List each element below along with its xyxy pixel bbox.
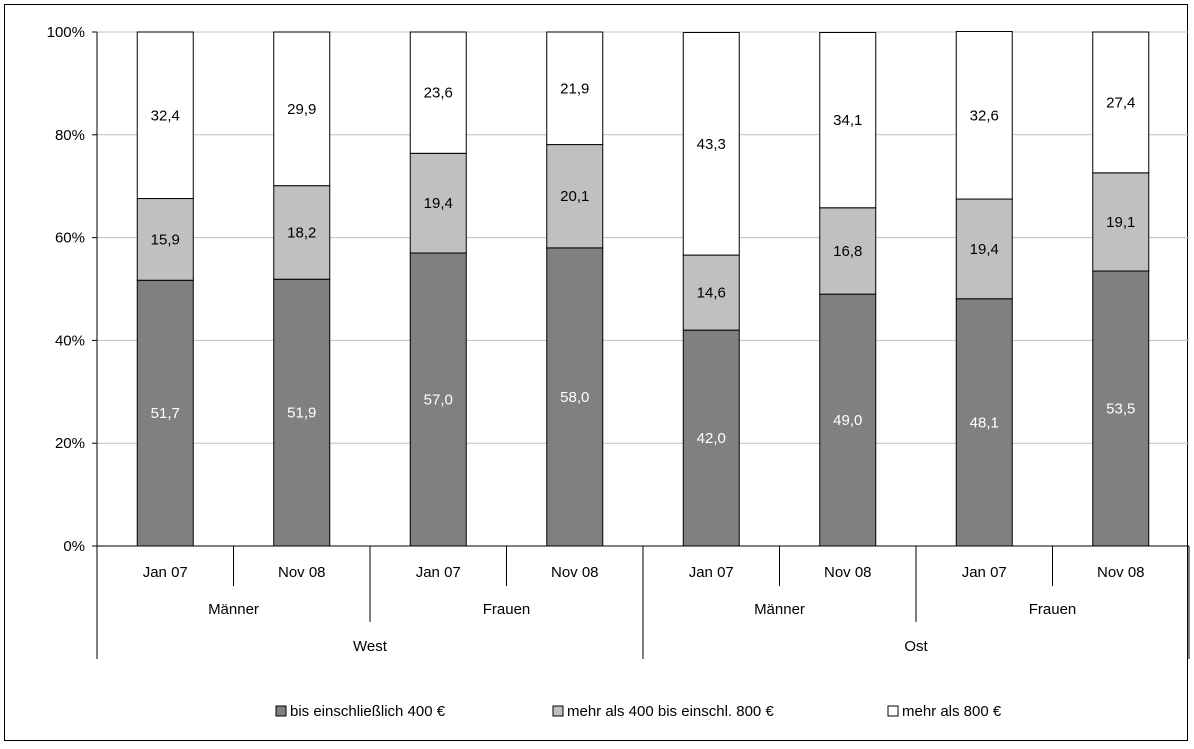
bar-segment: [955, 298, 1013, 547]
legend-swatch: [887, 705, 899, 717]
data-label: 51,7: [151, 405, 180, 422]
data-label: 16,8: [833, 243, 862, 260]
y-tick-label: 80%: [55, 127, 85, 144]
data-label: 19,4: [970, 241, 999, 258]
data-label: 27,4: [1106, 94, 1135, 111]
x-group-label: Männer: [208, 601, 259, 618]
bar-segment: [1092, 270, 1150, 547]
x-tick-label: Jan 07: [143, 564, 188, 581]
bar-segment: [955, 198, 1013, 300]
y-tick-label: 40%: [55, 332, 85, 349]
x-group-label: Frauen: [483, 601, 531, 618]
legend-label: bis einschließlich 400 €: [290, 703, 446, 720]
data-label: 20,1: [560, 188, 589, 205]
data-label: 53,5: [1106, 401, 1135, 418]
data-label: 29,9: [287, 101, 316, 118]
data-label: 51,9: [287, 405, 316, 422]
data-label: 21,9: [560, 80, 589, 97]
x-tick-label: Jan 07: [689, 564, 734, 581]
y-tick-label: 60%: [55, 230, 85, 247]
x-tick-label: Nov 08: [824, 564, 872, 581]
bar-segment: [136, 279, 194, 547]
data-label: 43,3: [697, 136, 726, 153]
data-label: 18,2: [287, 224, 316, 241]
bar-segment: [136, 31, 194, 200]
x-region-label: West: [353, 638, 388, 655]
bar-segment: [546, 144, 604, 249]
data-label: 23,6: [424, 85, 453, 102]
data-label: 48,1: [970, 414, 999, 431]
bar-segment: [819, 207, 877, 295]
bar-segment: [409, 31, 467, 154]
data-label: 19,1: [1106, 214, 1135, 231]
data-label: 15,9: [151, 231, 180, 248]
data-label: 58,0: [560, 389, 589, 406]
y-tick-label: 100%: [47, 24, 85, 41]
bar-segment: [819, 32, 877, 209]
y-tick-label: 0%: [63, 538, 85, 555]
data-label: 57,0: [424, 392, 453, 409]
bar-segment: [955, 30, 1013, 200]
bar-segment: [273, 31, 331, 187]
bar-segment: [1092, 31, 1150, 174]
bar-segment: [546, 247, 604, 547]
y-tick-label: 20%: [55, 435, 85, 452]
bar-segment: [682, 329, 740, 547]
x-tick-label: Jan 07: [962, 564, 1007, 581]
x-group-label: Männer: [754, 601, 805, 618]
x-tick-label: Nov 08: [551, 564, 599, 581]
x-region-label: Ost: [904, 638, 928, 655]
legend-label: mehr als 400 bis einschl. 800 €: [567, 703, 774, 720]
data-label: 32,6: [970, 107, 999, 124]
legend-swatch: [552, 705, 564, 717]
bar-segment: [682, 254, 740, 331]
legend-label: mehr als 800 €: [902, 703, 1002, 720]
legend-swatch: [275, 705, 287, 717]
bar-segment: [682, 32, 740, 256]
x-group-label: Frauen: [1029, 601, 1077, 618]
x-tick-label: Nov 08: [1097, 564, 1145, 581]
bar-segment: [819, 293, 877, 547]
bar-segment: [1092, 172, 1150, 272]
data-label: 19,4: [424, 195, 453, 212]
bar-segment: [546, 31, 604, 146]
data-label: 42,0: [697, 430, 726, 447]
bar-segment: [273, 185, 331, 280]
data-label: 14,6: [697, 285, 726, 302]
data-label: 32,4: [151, 107, 180, 124]
x-tick-label: Nov 08: [278, 564, 326, 581]
x-tick-label: Jan 07: [416, 564, 461, 581]
data-label: 34,1: [833, 112, 862, 129]
data-label: 49,0: [833, 412, 862, 429]
bar-segment: [409, 252, 467, 547]
